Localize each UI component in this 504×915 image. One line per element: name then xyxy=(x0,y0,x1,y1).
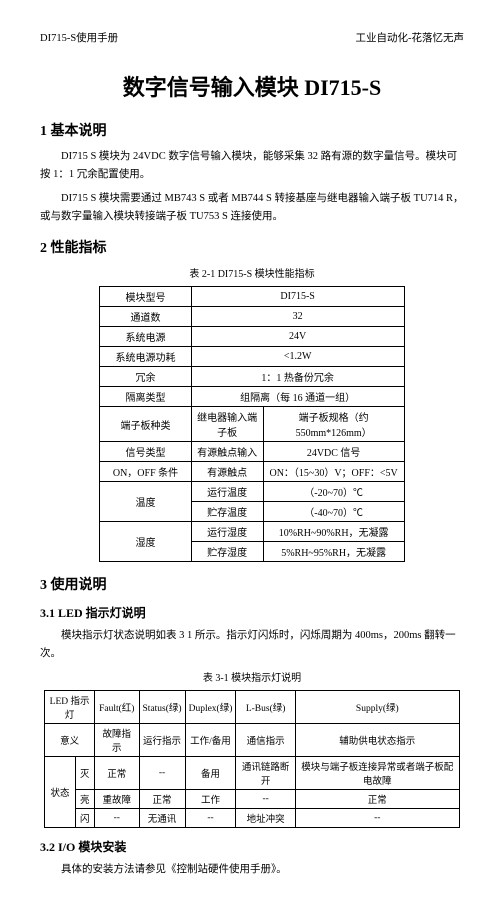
cell: 运行湿度 xyxy=(191,522,263,542)
s1-h: 1 基本说明 xyxy=(40,120,464,140)
title: 数字信号输入模块 DI715-S xyxy=(40,70,464,102)
cell: 闪 xyxy=(75,809,94,828)
cell: -- xyxy=(185,809,236,828)
t1-cap: 表 2-1 DI715-S 模块性能指标 xyxy=(40,265,464,280)
cell: 灭 xyxy=(75,757,94,790)
cell: 组隔离（每 16 通道一组） xyxy=(191,387,404,407)
cell: 通讯链路断开 xyxy=(236,757,295,790)
cell: 24VDC 信号 xyxy=(263,442,404,462)
cell: 地址冲突 xyxy=(236,809,295,828)
cell: DI715-S xyxy=(191,287,404,307)
t2-cap: 表 3-1 模块指示灯说明 xyxy=(40,669,464,684)
cell: 辅助供电状态指示 xyxy=(295,724,459,757)
cell: 贮存湿度 xyxy=(191,542,263,562)
s32-h: 3.2 I/O 模块安装 xyxy=(40,838,464,855)
cell: -- xyxy=(295,809,459,828)
cell: 有源触点 xyxy=(191,462,263,482)
cell: 端子板规格（约 550mm*126mm） xyxy=(263,407,404,442)
col-header: Supply(绿) xyxy=(295,691,459,724)
s2-h: 2 性能指标 xyxy=(40,237,464,257)
col-header: Fault(红) xyxy=(94,691,139,724)
cell: 24V xyxy=(191,327,404,347)
s31-h: 3.1 LED 指示灯说明 xyxy=(40,604,464,621)
cell: 贮存温度 xyxy=(191,502,263,522)
s1-p1: DI715 S 模块为 24VDC 数字信号输入模块，能够采集 32 路有源的数… xyxy=(40,148,464,184)
cell: <1.2W xyxy=(191,347,404,367)
s32-p: 具体的安装方法请参见《控制站硬件使用手册》。 xyxy=(40,861,464,879)
led-table: LED 指示灯Fault(红)Status(绿)Duplex(绿)L-Bus(绿… xyxy=(44,690,460,828)
cell: 系统电源功耗 xyxy=(100,347,191,367)
col-header: L-Bus(绿) xyxy=(236,691,295,724)
cell: 模块型号 xyxy=(100,287,191,307)
cell: 5%RH~95%RH，无凝露 xyxy=(263,542,404,562)
col-header: Status(绿) xyxy=(139,691,185,724)
cell: 通信指示 xyxy=(236,724,295,757)
cell: 温度 xyxy=(100,482,191,522)
cell: 32 xyxy=(191,307,404,327)
cell: 工作/备用 xyxy=(185,724,236,757)
cell: 端子板种类 xyxy=(100,407,191,442)
cell: 正常 xyxy=(295,790,459,809)
cell: 故障指示 xyxy=(94,724,139,757)
cell: 重故障 xyxy=(94,790,139,809)
s31-p: 模块指示灯状态说明如表 3 1 所示。指示灯闪烁时，闪烁周期为 400ms，20… xyxy=(40,627,464,663)
cell: 信号类型 xyxy=(100,442,191,462)
cell: -- xyxy=(236,790,295,809)
cell: （-20~70）℃ xyxy=(263,482,404,502)
cell: 系统电源 xyxy=(100,327,191,347)
hdr-left: DI715-S使用手册 xyxy=(40,30,118,45)
cell: 冗余 xyxy=(100,367,191,387)
cell: 正常 xyxy=(94,757,139,790)
cell: 工作 xyxy=(185,790,236,809)
cell: -- xyxy=(139,757,185,790)
hdr-right: 工业自动化-花落忆无声 xyxy=(356,30,465,45)
col-header: LED 指示灯 xyxy=(45,691,95,724)
col-header: Duplex(绿) xyxy=(185,691,236,724)
cell: 继电器输入端子板 xyxy=(191,407,263,442)
cell: （-40~70）℃ xyxy=(263,502,404,522)
cell: 1：1 热备份冗余 xyxy=(191,367,404,387)
cell: 模块与端子板连接异常或者端子板配电故障 xyxy=(295,757,459,790)
cell: 10%RH~90%RH，无凝露 xyxy=(263,522,404,542)
cell: 运行温度 xyxy=(191,482,263,502)
cell: 运行指示 xyxy=(139,724,185,757)
cell: 通道数 xyxy=(100,307,191,327)
cell: ON：（15~30）V；OFF：<5V xyxy=(263,462,404,482)
cell: 备用 xyxy=(185,757,236,790)
cell: 湿度 xyxy=(100,522,191,562)
cell: 亮 xyxy=(75,790,94,809)
cell: 有源触点输入 xyxy=(191,442,263,462)
cell: 隔离类型 xyxy=(100,387,191,407)
s3-h: 3 使用说明 xyxy=(40,574,464,594)
cell: 正常 xyxy=(139,790,185,809)
s1-p2: DI715 S 模块需要通过 MB743 S 或者 MB744 S 转接基座与继… xyxy=(40,190,464,226)
cell: 状态 xyxy=(45,757,75,828)
spec-table: 模块型号DI715-S通道数32系统电源24V系统电源功耗<1.2W冗余1：1 … xyxy=(99,286,404,562)
cell: 意义 xyxy=(45,724,95,757)
cell: 无通讯 xyxy=(139,809,185,828)
cell: -- xyxy=(94,809,139,828)
cell: ON，OFF 条件 xyxy=(100,462,191,482)
